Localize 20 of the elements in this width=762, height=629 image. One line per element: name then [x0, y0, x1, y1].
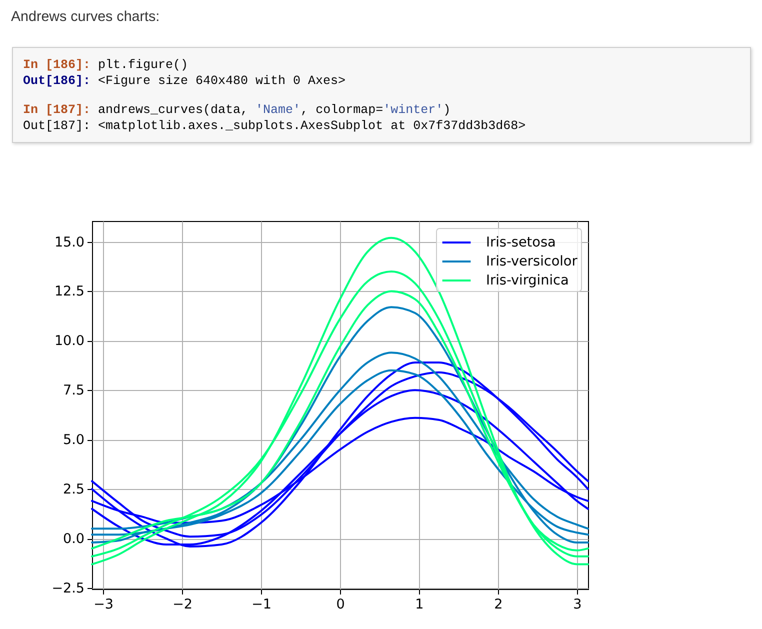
y-tick-label: 12.5 — [54, 284, 84, 300]
legend-label: Iris-setosa — [486, 234, 556, 250]
y-tick-label: 2.5 — [63, 482, 84, 498]
x-tick-label: 3 — [573, 596, 582, 612]
chart-title: Andrews curves charts: — [11, 9, 160, 25]
x-tick-label: −3 — [94, 596, 114, 612]
y-tick-label: 0.0 — [63, 531, 84, 548]
y-tick-label: 7.5 — [63, 382, 84, 399]
x-tick-label: −1 — [252, 596, 272, 612]
legend-label: Iris-virginica — [486, 272, 569, 288]
legend-label: Iris-versicolor — [486, 254, 578, 270]
x-tick-label: −2 — [172, 596, 192, 612]
code-cell: In [186]: plt.figure() Out[186]: <Figure size 640x480 with 0 Axes> In [187]: andrews_curves(data, 'Name', colormap='winter') Out[187]: <matplotlib.axes._subplots.AxesSubplot at 0x7f37dd3b3d68> — [12, 47, 751, 143]
x-tick-label: 1 — [415, 596, 424, 612]
x-tick-label: 0 — [336, 596, 345, 612]
y-tick-label: −2.5 — [52, 580, 84, 597]
x-tick-label: 2 — [494, 596, 503, 612]
y-tick-label: 15.0 — [54, 234, 84, 250]
y-tick-label: 5.0 — [63, 432, 84, 448]
y-tick-label: 10.0 — [54, 333, 84, 350]
